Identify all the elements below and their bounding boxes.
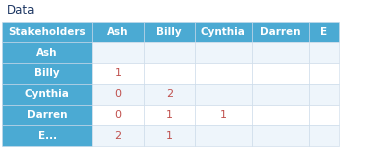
Bar (195, 42, 252, 63)
Bar (309, 105, 339, 125)
Bar (195, 63, 252, 84)
Text: 1: 1 (166, 131, 173, 141)
Bar (144, 125, 195, 146)
Text: Cynthia: Cynthia (201, 27, 246, 37)
Bar (144, 63, 195, 84)
Text: 2: 2 (166, 89, 173, 99)
Bar (252, 42, 309, 63)
Text: Cynthia: Cynthia (25, 89, 70, 99)
Text: 1: 1 (115, 68, 121, 78)
Text: 2: 2 (114, 131, 122, 141)
Text: Stakeholders: Stakeholders (8, 27, 86, 37)
Bar (2, 125, 92, 146)
Text: Darren: Darren (260, 27, 301, 37)
Bar (252, 105, 309, 125)
Text: E...: E... (38, 131, 57, 141)
Bar (2, 42, 92, 63)
Text: Ash: Ash (36, 48, 58, 58)
Bar (195, 84, 252, 105)
Bar (92, 125, 144, 146)
Bar (195, 105, 252, 125)
Bar (2, 63, 92, 84)
Bar (309, 22, 339, 42)
Text: E: E (320, 27, 327, 37)
Bar (252, 22, 309, 42)
Text: 0: 0 (115, 110, 121, 120)
Bar (2, 84, 92, 105)
Text: Billy: Billy (34, 68, 60, 78)
Bar (195, 22, 252, 42)
Text: 1: 1 (166, 110, 173, 120)
Bar (2, 22, 92, 42)
Bar (92, 63, 144, 84)
Bar (92, 42, 144, 63)
Bar (144, 42, 195, 63)
Bar (144, 22, 195, 42)
Text: Darren: Darren (27, 110, 67, 120)
Bar (252, 84, 309, 105)
Text: Ash: Ash (107, 27, 129, 37)
Text: Data: Data (7, 4, 35, 17)
Text: 1: 1 (220, 110, 227, 120)
Bar (309, 63, 339, 84)
Text: 0: 0 (115, 89, 121, 99)
Bar (309, 42, 339, 63)
Text: Billy: Billy (157, 27, 182, 37)
Bar (92, 105, 144, 125)
Bar (195, 125, 252, 146)
Bar (144, 84, 195, 105)
Bar (144, 105, 195, 125)
Bar (2, 105, 92, 125)
Bar (309, 125, 339, 146)
Bar (92, 84, 144, 105)
Bar (252, 125, 309, 146)
Bar (252, 63, 309, 84)
Bar (92, 22, 144, 42)
Bar (309, 84, 339, 105)
